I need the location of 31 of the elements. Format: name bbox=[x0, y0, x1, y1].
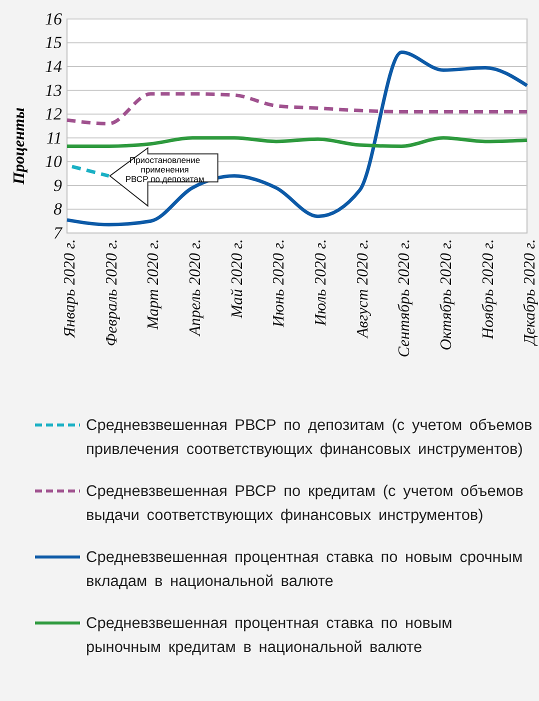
legend-label: Средневзвешенная процентная ставка по новым рыночным кредитам в национальной валюте bbox=[86, 615, 452, 656]
x-tick-label: Декабрь 2020 г. bbox=[522, 239, 539, 347]
x-tick-label: Январь 2020 г. bbox=[62, 239, 79, 339]
y-tick-label: 13 bbox=[45, 80, 62, 100]
line-series bbox=[65, 136, 529, 148]
x-tick-label: Июнь 2020 г. bbox=[270, 239, 288, 328]
legend-label: Средневзвешенная РВСР по кредитам (с учетом объемов выдачи соответствующих финансовых инструментов) bbox=[86, 483, 524, 524]
line-series bbox=[65, 50, 529, 226]
legend-label: Средневзвешенная РВСР по депозитам (с учетом объемов привлечения соответствующих финансовых инструментов) bbox=[86, 417, 532, 458]
x-tick-label: Май 2020 г. bbox=[228, 239, 246, 320]
x-tick-label: Сентябрь 2020 г. bbox=[396, 239, 414, 358]
x-tick-label: Июль 2020 г. bbox=[312, 239, 330, 327]
x-tick-label: Март 2020 г. bbox=[145, 239, 162, 330]
y-tick-label: 10 bbox=[45, 152, 62, 172]
y-tick-label: 7 bbox=[54, 223, 64, 242]
x-tick-label: Апрель 2020 г. bbox=[187, 239, 204, 337]
line-series bbox=[65, 92, 529, 126]
y-tick-label: 12 bbox=[45, 104, 62, 124]
y-tick-label: 14 bbox=[45, 56, 62, 76]
x-tick-label: Февраль 2020 г. bbox=[103, 239, 120, 346]
y-tick-label: 16 bbox=[45, 9, 62, 28]
y-tick-label: 11 bbox=[46, 128, 62, 148]
y-tick-label: 15 bbox=[45, 33, 62, 52]
y-tick-label: 9 bbox=[54, 176, 62, 195]
y-tick-label: 8 bbox=[54, 200, 62, 219]
legend-label: Средневзвешенная процентная ставка по новым срочным вкладам в национальной валюте bbox=[86, 549, 523, 590]
x-tick-label: Ноябрь 2020 г. bbox=[480, 239, 497, 340]
y-axis-title: Проценты bbox=[11, 108, 28, 186]
x-tick-label: Август 2020 г. bbox=[354, 239, 372, 339]
x-tick-label: Октябрь 2020 г. bbox=[438, 239, 455, 350]
annotation: Приостановление применения РВСР по депозитам bbox=[125, 154, 204, 184]
